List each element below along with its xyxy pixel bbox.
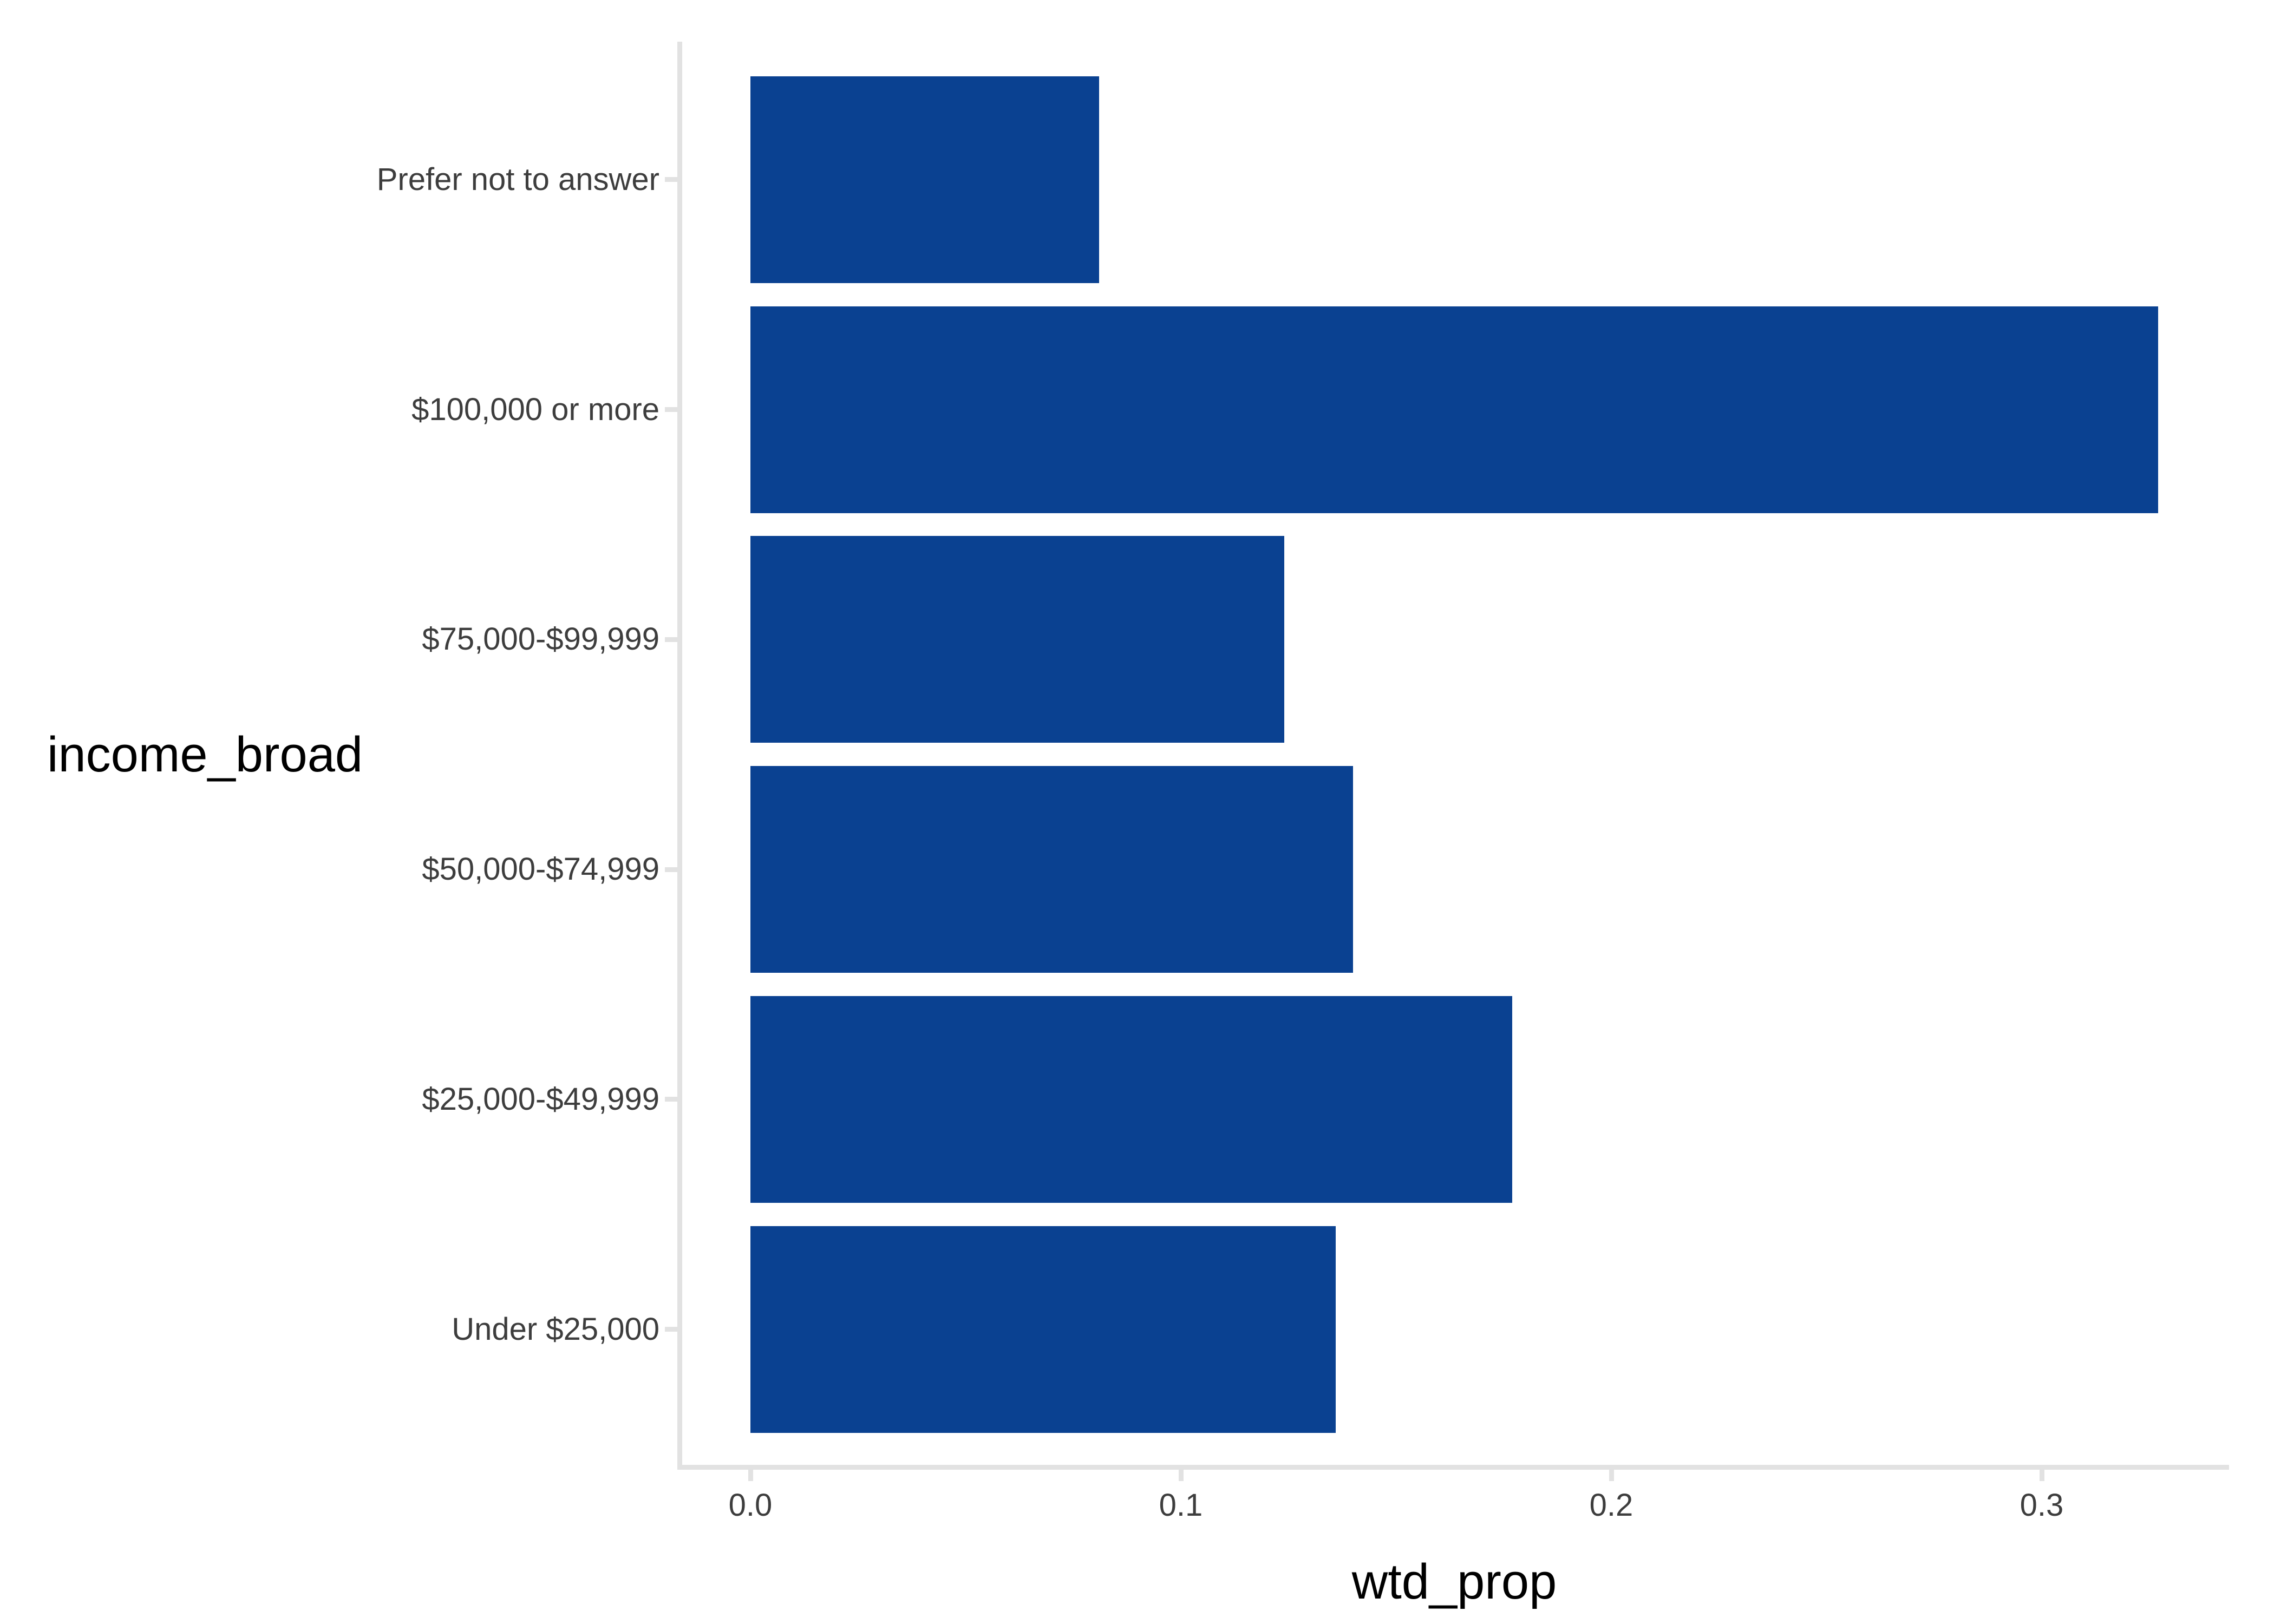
x-tick-mark [1179,1469,1184,1481]
y-tick-mark [665,637,677,642]
bar-under-25000 [750,1226,1336,1433]
x-tick-label: 0.1 [1159,1488,1203,1523]
y-tick-mark [665,1097,677,1102]
y-axis-title: income_broad [47,727,363,782]
x-tick-mark [1609,1469,1614,1481]
x-tick-label: 0.0 [728,1488,773,1523]
x-axis-title: wtd_prop [1351,1554,1557,1609]
bar-75000-99999 [750,536,1284,743]
category-label-under-25000: Under $25,000 [452,1312,659,1347]
bar-100000-or-more [750,306,2158,513]
bar-50000-74999 [750,766,1353,973]
y-tick-mark [665,407,677,412]
x-tick-label: 0.2 [1589,1488,1633,1523]
category-label-25000-49999: $25,000-$49,999 [422,1082,659,1117]
x-tick-mark [748,1469,753,1481]
category-label-100000-or-more: $100,000 or more [411,392,659,427]
bar-25000-49999 [750,996,1512,1203]
y-axis-line [677,42,682,1467]
y-tick-mark [665,867,677,872]
bar-prefer-not-to-answer [750,76,1099,283]
category-label-75000-99999: $75,000-$99,999 [422,621,659,657]
x-tick-label: 0.3 [2020,1488,2064,1523]
x-tick-mark [2040,1469,2044,1481]
category-label-prefer-not-to-answer: Prefer not to answer [376,162,659,197]
y-tick-mark [665,177,677,182]
category-label-50000-74999: $50,000-$74,999 [422,852,659,887]
y-tick-mark [665,1327,677,1332]
x-axis-line [677,1465,2229,1470]
